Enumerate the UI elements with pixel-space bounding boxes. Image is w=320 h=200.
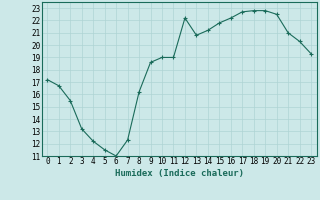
X-axis label: Humidex (Indice chaleur): Humidex (Indice chaleur) <box>115 169 244 178</box>
